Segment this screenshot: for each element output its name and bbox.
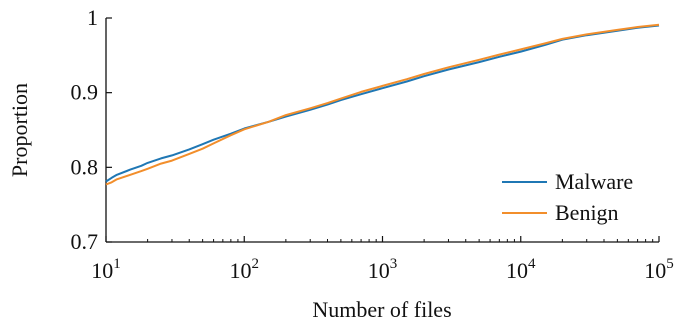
x-tick-base: 10 [368, 258, 390, 283]
x-axis-label: Number of files [312, 297, 451, 322]
x-tick-label: 102 [230, 256, 260, 283]
x-tick-exponent: 4 [528, 256, 536, 272]
x-tick-exponent: 3 [390, 256, 398, 272]
legend-label-malware: Malware [555, 169, 633, 194]
x-tick-label: 101 [91, 256, 121, 283]
legend: Malware Benign [502, 169, 633, 225]
x-ticks: 101 102 103 104 105 [91, 236, 674, 283]
y-ticks: 0.7 0.8 0.9 1 [71, 5, 112, 254]
series-line-malware [105, 24, 660, 183]
x-tick-label: 103 [368, 256, 398, 283]
legend-label-benign: Benign [555, 200, 619, 225]
x-tick-base: 10 [644, 258, 666, 283]
x-tick-base: 10 [91, 258, 113, 283]
x-tick-exponent: 5 [666, 256, 674, 272]
x-tick-label: 104 [506, 256, 536, 283]
y-tick-label: 1 [87, 5, 98, 30]
x-tick-exponent: 2 [252, 256, 260, 272]
x-tick-base: 10 [230, 258, 252, 283]
y-tick-label: 0.8 [71, 154, 99, 179]
y-tick-label: 0.7 [71, 229, 99, 254]
y-axis-label: Proportion [7, 83, 32, 177]
series-line-benign [105, 23, 660, 186]
x-tick-label: 105 [644, 256, 674, 283]
plot-lines [105, 23, 660, 186]
x-tick-base: 10 [506, 258, 528, 283]
y-tick-label: 0.9 [71, 80, 99, 105]
x-tick-exponent: 1 [113, 256, 121, 272]
